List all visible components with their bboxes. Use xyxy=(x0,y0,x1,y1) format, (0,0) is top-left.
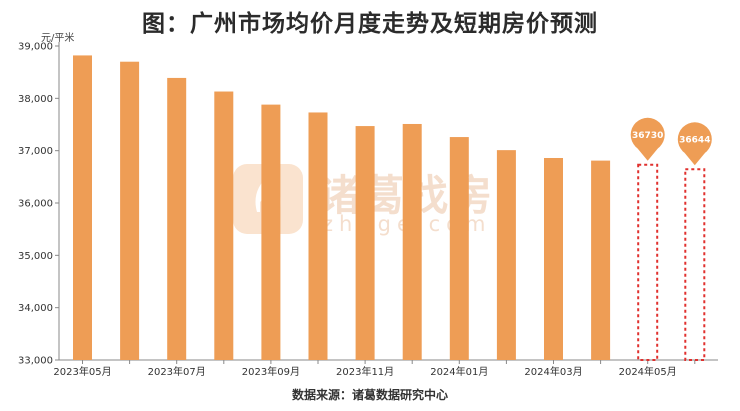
bar xyxy=(120,61,140,360)
forecast-bar xyxy=(684,168,706,361)
y-tick-label: 39,000 xyxy=(18,42,53,53)
x-tick-label: 2023年05月 xyxy=(53,365,111,378)
y-tick-label: 38,000 xyxy=(18,94,53,105)
x-tick-label: 2023年07月 xyxy=(148,365,206,378)
forecast-value-label: 36644 xyxy=(679,135,710,145)
forecast-bar xyxy=(637,163,659,361)
y-tick-label: 35,000 xyxy=(18,251,53,262)
x-tick-label: 2023年09月 xyxy=(242,365,300,378)
x-tick-label: 2024年01月 xyxy=(430,365,488,378)
bar xyxy=(214,91,234,360)
value-bubble xyxy=(677,122,712,157)
y-axis-unit: 元/平米 xyxy=(41,33,75,44)
y-tick-label: 34,000 xyxy=(18,303,53,314)
chart-title: 图：广州市场均价月度走势及短期房价预测 xyxy=(142,11,598,37)
bar xyxy=(355,126,375,360)
x-tick-label: 2023年11月 xyxy=(336,365,394,378)
bar xyxy=(261,104,281,360)
y-tick-label: 36,000 xyxy=(18,199,53,210)
x-tick-label: 2024年05月 xyxy=(619,365,677,378)
bar xyxy=(73,55,92,361)
value-bubble xyxy=(630,117,665,152)
x-tick-label: 2024年03月 xyxy=(524,365,582,378)
forecast-value-label: 36730 xyxy=(632,131,663,141)
value-bubble-pointer xyxy=(684,152,705,166)
y-tick-label: 33,000 xyxy=(18,356,53,367)
bar xyxy=(402,123,422,360)
value-bubble-pointer xyxy=(637,148,658,161)
bar xyxy=(496,150,516,360)
bar xyxy=(544,157,563,360)
bar xyxy=(449,137,469,360)
data-source: 数据来源：诸葛数据研究中心 xyxy=(291,388,448,402)
bar xyxy=(591,160,611,360)
y-tick-label: 37,000 xyxy=(18,146,53,157)
bar xyxy=(167,77,187,360)
bar xyxy=(308,112,328,360)
